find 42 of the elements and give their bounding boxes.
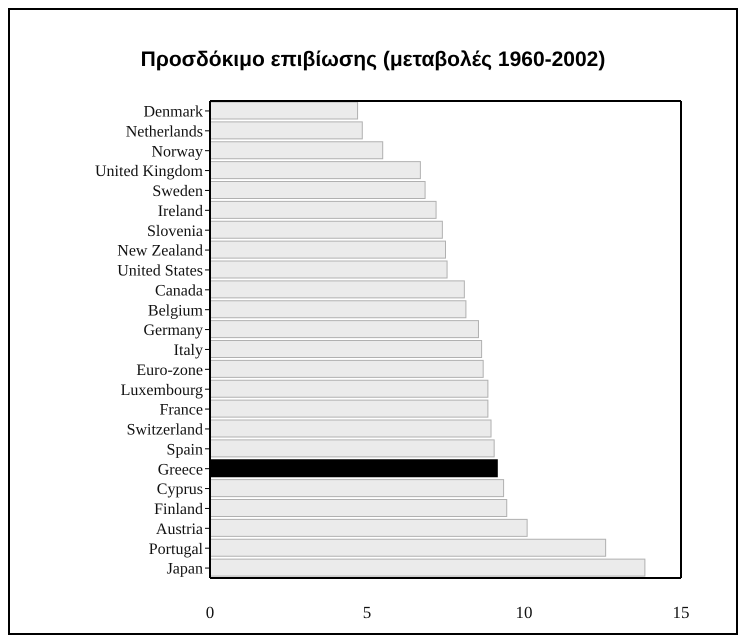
bar	[210, 280, 465, 298]
bar	[210, 102, 358, 120]
y-tick-label: Slovenia	[147, 222, 203, 240]
y-tick-label: Denmark	[143, 104, 203, 121]
y-tick-label: Sweden	[152, 183, 203, 200]
y-tick-label: Greece	[158, 461, 203, 478]
y-tick-label: Japan	[166, 560, 203, 578]
y-tick-label: Finland	[154, 501, 203, 518]
bar	[210, 439, 495, 458]
bar	[210, 260, 448, 278]
y-tick-label: Switzerland	[126, 422, 203, 439]
bar	[210, 479, 504, 498]
y-tick-label: Belgium	[148, 302, 204, 320]
y-tick-label: Austria	[156, 520, 203, 538]
y-tick-label: United Kingdom	[95, 163, 204, 180]
chart-title: Προσδόκιμο επιβίωσης (μεταβολές 1960-2002)	[140, 47, 606, 73]
y-tick-label: Luxembourg	[120, 382, 203, 399]
y-tick-label: Portugal	[148, 540, 204, 558]
bar	[210, 181, 426, 199]
bar	[210, 360, 484, 378]
y-tick-label: Netherlands	[126, 123, 203, 140]
y-tick-label: Ireland	[158, 202, 203, 220]
y-tick-label: New Zealand	[117, 242, 203, 260]
x-tick-label: 15	[672, 603, 690, 622]
y-tick-label: Norway	[151, 143, 203, 160]
bar	[210, 499, 508, 517]
bar	[210, 518, 528, 537]
y-tick-label: Euro-zone	[136, 362, 203, 379]
y-tick-label: United States	[117, 262, 203, 280]
bar	[210, 420, 492, 438]
bar	[210, 200, 437, 219]
y-tick-label: Cyprus	[156, 481, 203, 498]
y-tick-label: Italy	[174, 342, 203, 360]
x-tick-label: 0	[206, 603, 214, 622]
bar	[210, 121, 363, 140]
x-tick-label: 10	[516, 603, 532, 622]
y-tick-label: Spain	[166, 441, 203, 458]
y-tick-label: France	[159, 402, 203, 419]
bar	[210, 340, 482, 358]
x-tick-label: 5	[362, 603, 372, 622]
y-tick-label: Germany	[143, 322, 203, 340]
y-tick-label: Canada	[155, 282, 203, 300]
